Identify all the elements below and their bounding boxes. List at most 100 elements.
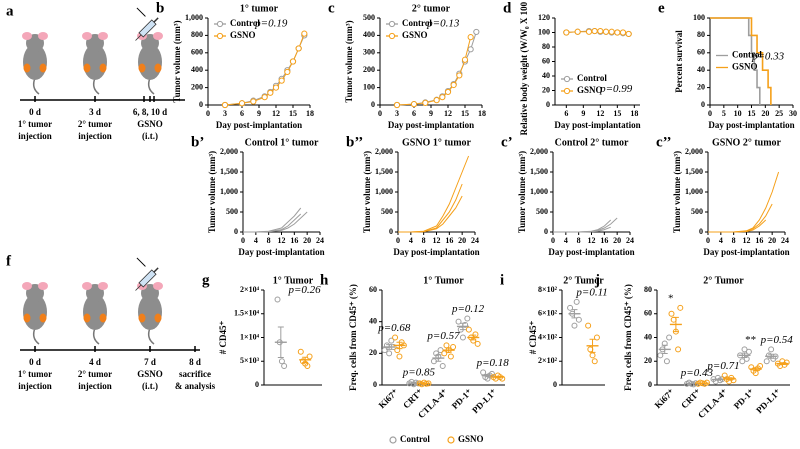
panel-label: g (202, 272, 210, 288)
mouse-tail (32, 327, 40, 345)
mouse-icon (137, 282, 163, 345)
data-point (474, 340, 481, 347)
error-bar (768, 353, 775, 359)
chart-title: 1° Tumor (273, 275, 314, 286)
data-point (381, 347, 388, 354)
panel-label: j (594, 272, 600, 288)
data-point (739, 358, 746, 365)
x-axis-label: Day post-implantation (238, 247, 324, 257)
panel-label: b’’ (346, 134, 363, 150)
data-point (297, 348, 304, 355)
x-tick-label: 16 (445, 236, 453, 245)
series-line (243, 211, 308, 233)
x-tick-label: PD-L1⁺ (754, 387, 783, 416)
step-label: (i.t.) (142, 131, 158, 141)
y-tick-label: 500 (226, 207, 238, 216)
tumor-spot (138, 63, 146, 73)
data-point (608, 28, 615, 35)
y-tick-label: 1,000 (530, 187, 548, 196)
data-point (410, 101, 418, 108)
y-tick-label: 1,000 (685, 187, 703, 196)
tumor-spot (83, 63, 91, 73)
data-point (675, 346, 682, 353)
data-point (441, 350, 448, 357)
mouse-icon (82, 282, 108, 345)
mouse-tail (92, 327, 100, 345)
data-point (450, 344, 457, 350)
data-point (464, 315, 471, 322)
y-tick-label: 800 (191, 30, 203, 39)
x-axis-label: Day post-implantation (388, 120, 474, 130)
step-label: injection (78, 131, 112, 141)
tumor-spot (154, 313, 162, 323)
data-point (563, 29, 570, 36)
x-tick-label: 24 (626, 236, 634, 245)
data-point (467, 34, 474, 41)
data-point (422, 99, 429, 107)
tumor-spot (154, 63, 162, 73)
y-tick-label: 2×10² (538, 356, 558, 365)
data-point (567, 304, 574, 311)
y-tick-label: 20 (369, 348, 377, 357)
y-tick-label: 0 (553, 380, 557, 389)
data-point (267, 89, 274, 96)
annotation: p=0.85 (402, 366, 436, 378)
error-bar (589, 338, 596, 353)
error-bar (714, 378, 721, 381)
data-point (473, 28, 480, 36)
error-bar (470, 334, 477, 341)
error-bar (571, 309, 578, 319)
y-tick-label: 80 (697, 30, 705, 39)
x-tick-label: 0 (378, 109, 382, 118)
data-point (602, 28, 610, 35)
data-point (443, 342, 450, 349)
panel-label: e (658, 0, 665, 16)
step-label: (i.t.) (142, 381, 158, 391)
x-tick-label: 0 (241, 236, 245, 245)
error-bar (435, 354, 442, 362)
series-line (710, 17, 772, 105)
y-tick-label: 100 (693, 13, 705, 22)
legend-marker (563, 87, 571, 95)
x-tick-label: 5 (722, 109, 726, 118)
annotation: p=0.99 (599, 83, 633, 95)
step-day: 7 d (144, 357, 156, 367)
y-tick-label: 60 (369, 285, 377, 294)
error-bar (459, 322, 466, 331)
y-axis-label: Tumor volume (mm³) (517, 151, 527, 233)
tumor-spot (138, 313, 146, 323)
step-label: 2° tumor (78, 369, 112, 379)
x-tick-label: 12 (444, 109, 452, 118)
annotation: p=0.13 (426, 18, 460, 30)
x-tick-label: 6 (240, 109, 244, 118)
data-point (593, 334, 600, 341)
panel-label: c’’ (656, 134, 672, 150)
data-point (591, 27, 598, 35)
data-point (274, 296, 281, 303)
tumor-spot (83, 313, 91, 323)
chart-title: 2° tumor (412, 3, 451, 14)
data-point (465, 326, 472, 333)
data-point (289, 58, 297, 65)
data-point (666, 334, 673, 341)
legend-label: GSNO (577, 85, 603, 95)
chart-title: GSNO 1° tumor (402, 137, 472, 148)
step-day: 0 d (29, 107, 41, 117)
data-point (447, 353, 454, 360)
y-tick-label: 60 (697, 48, 705, 57)
data-point (439, 363, 446, 369)
x-axis-label: Day post-implantation (548, 247, 634, 257)
x-tick-label: 8 (267, 236, 271, 245)
mouse-tail (32, 77, 40, 95)
data-point (238, 100, 246, 107)
y-tick-label: 6×10² (538, 309, 558, 318)
y-axis-label: Tumor volume (mm³) (172, 20, 182, 102)
y-tick-label: 80 (542, 42, 550, 51)
y-tick-label: 40 (369, 316, 377, 325)
x-tick-label: 15 (748, 109, 756, 118)
y-tick-label: 500 (691, 207, 703, 216)
error-bar (779, 362, 786, 365)
legend-marker (216, 32, 224, 40)
legend-label: GSNO (458, 434, 484, 444)
series-line (553, 226, 611, 233)
